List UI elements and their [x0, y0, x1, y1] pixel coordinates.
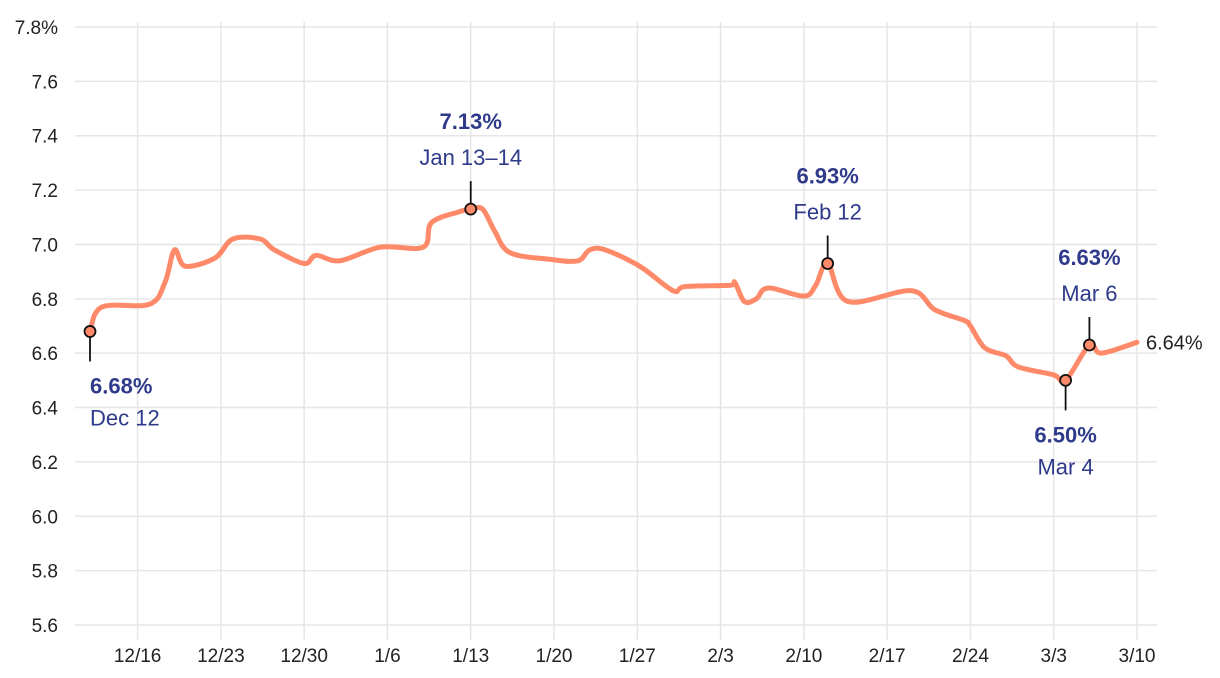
annotation-marker [464, 202, 478, 216]
annotation-marker [83, 325, 97, 338]
y-axis: 5.6 5.8 6.0 6.2 6.4 6.6 6.8 7.0 7.2 7.4 7.6 7.8% [15, 18, 59, 637]
annotation: 6.68% Dec 12 [83, 325, 160, 430]
annotation: 6.50% Mar 4 [1034, 373, 1097, 479]
y-tick-label: 6.0 [32, 507, 58, 528]
x-tick-label: 1/6 [374, 646, 400, 667]
y-tick-label: 7.8% [15, 18, 58, 39]
annotation-date: Feb 12 [793, 199, 862, 224]
annotation-date: Mar 6 [1061, 281, 1117, 306]
y-tick-label: 6.8 [32, 290, 58, 311]
x-tick-label: 12/30 [280, 646, 328, 667]
annotations: 6.68% Dec 12 7.13% Jan 13–14 6.93% Feb 12 6.50… [83, 109, 1121, 479]
y-tick-label: 7.6 [32, 72, 58, 93]
y-tick-label: 7.0 [32, 235, 58, 256]
y-tick-label: 6.2 [32, 453, 58, 474]
annotation-value: 6.63% [1058, 245, 1120, 270]
x-tick-label: 1/27 [619, 646, 656, 667]
annotation-marker [1083, 338, 1096, 352]
annotation: 6.93% Feb 12 [793, 163, 862, 270]
x-axis: 12/16 12/23 12/30 1/6 1/13 1/20 1/27 2/3 2/10 2/1… [114, 646, 1156, 667]
x-tick-label: 1/20 [536, 646, 573, 667]
annotation-date: Mar 4 [1037, 454, 1093, 479]
y-tick-label: 7.2 [32, 181, 58, 202]
annotation-value: 6.93% [796, 163, 858, 188]
x-tick-label: 12/23 [197, 646, 245, 667]
annotation-marker [1059, 373, 1073, 387]
annotation-value: 6.68% [90, 373, 152, 398]
annotation-date: Jan 13–14 [419, 145, 522, 170]
x-tick-label: 3/10 [1119, 646, 1156, 667]
x-tick-label: 3/3 [1041, 646, 1067, 667]
annotation-marker [821, 257, 835, 270]
y-tick-label: 5.8 [32, 562, 58, 583]
annotation: 7.13% Jan 13–14 [419, 109, 522, 216]
x-tick-label: 2/3 [707, 646, 733, 667]
series-line-rate [87, 204, 1140, 385]
x-tick-label: 2/24 [952, 646, 989, 667]
x-tick-label: 2/10 [785, 646, 822, 667]
y-tick-label: 5.6 [32, 616, 58, 637]
x-tick-label: 2/17 [869, 646, 906, 667]
annotation-date: Dec 12 [90, 405, 160, 430]
annotation-value: 6.50% [1034, 422, 1096, 447]
y-tick-label: 7.4 [32, 127, 59, 148]
x-tick-label: 12/16 [114, 646, 162, 667]
x-tick-label: 1/13 [452, 646, 489, 667]
annotation: 6.63% Mar 6 [1058, 245, 1121, 352]
annotation-value: 7.13% [440, 109, 502, 134]
grid [75, 22, 1157, 640]
end-value-label: 6.64% [1146, 332, 1203, 354]
y-tick-label: 6.4 [32, 399, 59, 420]
y-tick-label: 6.6 [32, 344, 58, 365]
